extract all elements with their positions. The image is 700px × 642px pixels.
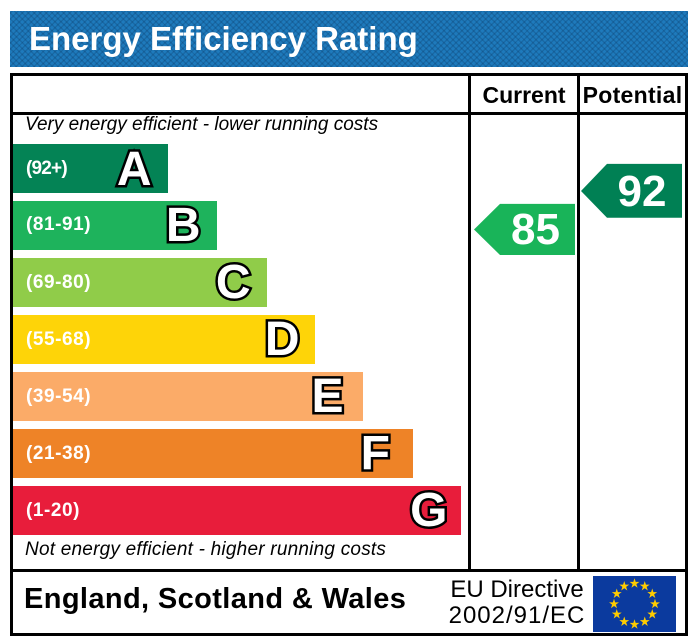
svg-text:A: A (117, 143, 152, 196)
svg-text:G: G (410, 484, 447, 537)
svg-text:92: 92 (618, 167, 667, 216)
svg-text:E: E (311, 370, 343, 423)
svg-text:85: 85 (511, 205, 560, 254)
svg-text:F: F (361, 427, 390, 480)
svg-text:C: C (216, 256, 251, 309)
svg-text:B: B (166, 199, 201, 252)
svg-text:D: D (265, 313, 300, 366)
